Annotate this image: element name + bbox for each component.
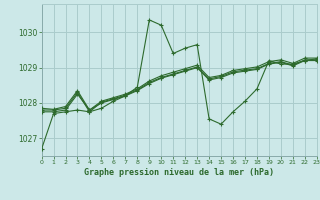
X-axis label: Graphe pression niveau de la mer (hPa): Graphe pression niveau de la mer (hPa) (84, 168, 274, 177)
